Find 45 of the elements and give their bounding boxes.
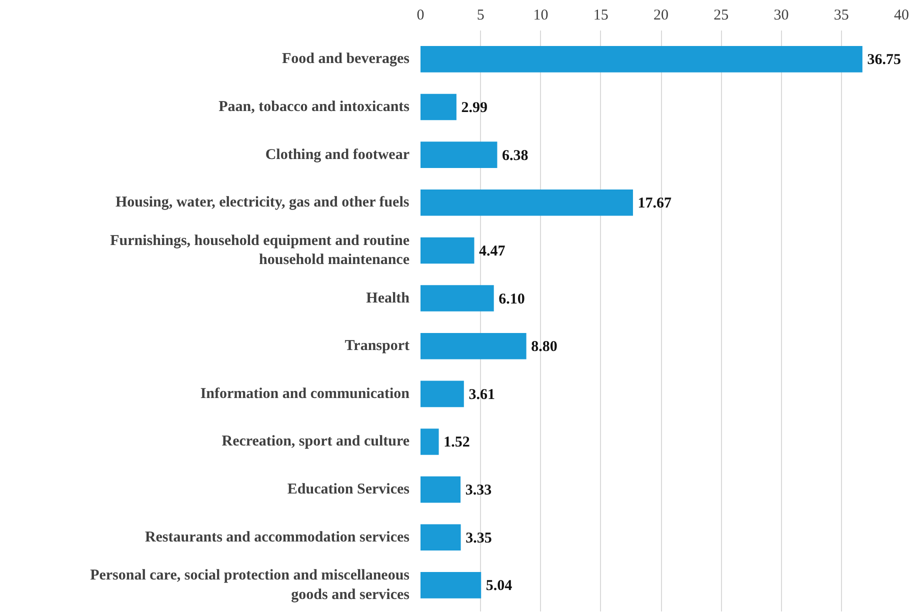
bar	[420, 142, 498, 168]
bar	[420, 285, 494, 312]
x-tick-label: 15	[593, 8, 608, 24]
bar	[420, 476, 461, 503]
data-label: 5.04	[486, 578, 513, 594]
bar	[420, 524, 461, 551]
x-tick-label: 20	[654, 8, 668, 24]
data-label: 1.52	[444, 434, 470, 451]
x-tick-label: 40	[894, 8, 909, 24]
bar	[420, 428, 439, 455]
bar	[420, 332, 526, 360]
x-tick-label: 25	[714, 8, 729, 24]
y-tick-label: Transport	[344, 338, 410, 354]
x-tick-label: 10	[533, 8, 548, 24]
bar	[420, 380, 464, 408]
bar	[420, 190, 633, 216]
data-label: 36.75	[867, 52, 901, 68]
y-tick-label: Housing, water, electricity, gas and other fuels	[116, 194, 410, 211]
bar	[420, 572, 482, 598]
y-tick-label: Clothing and footwear	[265, 146, 410, 163]
data-label: 17.67	[638, 196, 672, 212]
y-tick-label: Furnishings, household equipment and routine household maintenance	[110, 232, 410, 268]
data-label: 6.38	[502, 148, 528, 164]
y-tick-label: Food and beverages	[282, 51, 410, 68]
x-tick-label: 0	[416, 8, 424, 24]
data-label: 3.33	[465, 482, 492, 499]
data-label: 8.80	[531, 339, 558, 356]
y-tick-label: Education Services	[287, 482, 410, 498]
data-label: 6.10	[498, 291, 525, 308]
data-label: 3.61	[468, 386, 495, 403]
bar	[420, 94, 456, 120]
data-label: 3.35	[466, 530, 492, 546]
data-label: 4.47	[479, 243, 506, 260]
x-tick-label: 30	[774, 8, 789, 24]
y-tick-label: Personal care, social protection and miscellaneous goods and services	[90, 568, 410, 603]
y-tick-label: Paan, tobacco and intoxicants	[218, 99, 410, 116]
bar	[420, 237, 474, 264]
x-tick-label: 5	[476, 8, 484, 24]
bar	[420, 46, 862, 72]
y-tick-label: Recreation, sport and culture	[222, 434, 410, 450]
data-label: 2.99	[461, 100, 488, 116]
y-tick-label: Information and communication	[200, 386, 410, 402]
x-tick-label: 35	[834, 8, 849, 24]
y-tick-label: Restaurants and accommodation services	[144, 529, 410, 546]
y-tick-label: Health	[366, 290, 410, 306]
